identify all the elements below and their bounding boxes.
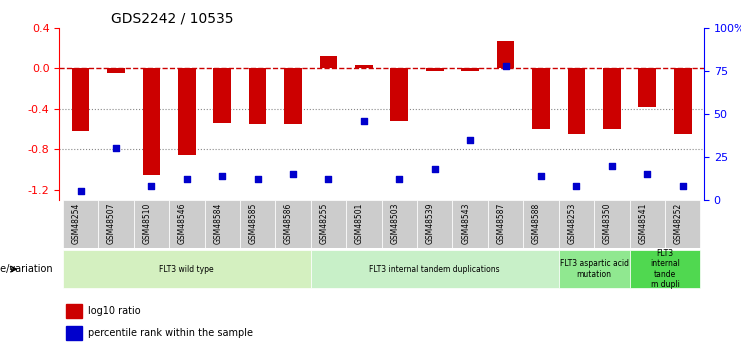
Text: GSM48584: GSM48584: [213, 203, 222, 244]
Bar: [568, 68, 585, 134]
Text: GSM48503: GSM48503: [391, 203, 399, 244]
Point: [393, 177, 405, 182]
Text: GSM48507: GSM48507: [107, 203, 116, 244]
Point: [252, 177, 264, 182]
Point: [606, 163, 618, 168]
Bar: [639, 68, 656, 107]
FancyBboxPatch shape: [169, 200, 205, 248]
Bar: [319, 56, 337, 68]
FancyBboxPatch shape: [240, 200, 276, 248]
FancyBboxPatch shape: [310, 200, 346, 248]
Text: GSM48539: GSM48539: [426, 203, 435, 244]
Point: [181, 177, 193, 182]
Text: GDS2242 / 10535: GDS2242 / 10535: [111, 11, 233, 25]
FancyBboxPatch shape: [63, 250, 310, 288]
Text: GSM48588: GSM48588: [532, 203, 541, 244]
FancyBboxPatch shape: [276, 200, 310, 248]
Text: GSM48546: GSM48546: [178, 203, 187, 244]
FancyBboxPatch shape: [488, 200, 523, 248]
Point: [75, 189, 87, 194]
Point: [216, 173, 228, 179]
Bar: [142, 68, 160, 175]
Bar: [426, 68, 444, 71]
Text: GSM48586: GSM48586: [284, 203, 293, 244]
FancyBboxPatch shape: [417, 200, 453, 248]
Bar: [532, 68, 550, 129]
Point: [358, 118, 370, 124]
Bar: [249, 68, 267, 124]
Text: percentile rank within the sample: percentile rank within the sample: [88, 328, 253, 338]
Text: FLT3 aspartic acid
mutation: FLT3 aspartic acid mutation: [559, 259, 628, 279]
Text: GSM48254: GSM48254: [72, 203, 81, 244]
FancyBboxPatch shape: [594, 200, 630, 248]
Bar: [603, 68, 621, 129]
Point: [642, 171, 654, 177]
Point: [145, 184, 157, 189]
FancyBboxPatch shape: [665, 200, 700, 248]
Point: [429, 166, 441, 172]
FancyBboxPatch shape: [523, 200, 559, 248]
Text: GSM48255: GSM48255: [319, 203, 328, 244]
FancyBboxPatch shape: [382, 200, 417, 248]
Text: GSM48501: GSM48501: [355, 203, 364, 244]
FancyBboxPatch shape: [630, 250, 700, 288]
Point: [571, 184, 582, 189]
Bar: [462, 68, 479, 71]
Text: GSM48510: GSM48510: [142, 203, 151, 244]
Bar: [391, 68, 408, 121]
Bar: [285, 68, 302, 124]
Text: FLT3
internal
tande
m dupli: FLT3 internal tande m dupli: [650, 249, 680, 289]
Bar: [66, 304, 82, 318]
Point: [287, 171, 299, 177]
FancyBboxPatch shape: [453, 200, 488, 248]
FancyBboxPatch shape: [346, 200, 382, 248]
Bar: [66, 326, 82, 340]
Text: GSM48541: GSM48541: [638, 203, 648, 244]
FancyBboxPatch shape: [630, 200, 665, 248]
Text: GSM48585: GSM48585: [249, 203, 258, 244]
FancyBboxPatch shape: [559, 200, 594, 248]
Text: FLT3 internal tandem duplications: FLT3 internal tandem duplications: [370, 265, 500, 274]
FancyBboxPatch shape: [310, 250, 559, 288]
Bar: [178, 68, 196, 156]
Bar: [213, 68, 231, 123]
Text: GSM48252: GSM48252: [674, 203, 682, 244]
FancyBboxPatch shape: [63, 200, 99, 248]
Bar: [107, 68, 124, 73]
Bar: [72, 68, 90, 131]
Text: GSM48543: GSM48543: [461, 203, 471, 244]
Text: GSM48587: GSM48587: [496, 203, 505, 244]
Text: genotype/variation: genotype/variation: [0, 264, 53, 274]
Bar: [355, 65, 373, 68]
FancyBboxPatch shape: [559, 250, 630, 288]
Point: [322, 177, 334, 182]
Point: [110, 146, 122, 151]
Point: [465, 137, 476, 142]
Point: [535, 173, 547, 179]
Text: GSM48253: GSM48253: [568, 203, 576, 244]
Point: [499, 63, 511, 68]
Text: log10 ratio: log10 ratio: [88, 306, 141, 316]
Bar: [674, 68, 691, 134]
Point: [677, 184, 688, 189]
FancyBboxPatch shape: [133, 200, 169, 248]
Text: GSM48350: GSM48350: [603, 203, 612, 244]
FancyBboxPatch shape: [99, 200, 133, 248]
Bar: [496, 41, 514, 68]
FancyBboxPatch shape: [205, 200, 240, 248]
Text: FLT3 wild type: FLT3 wild type: [159, 265, 214, 274]
